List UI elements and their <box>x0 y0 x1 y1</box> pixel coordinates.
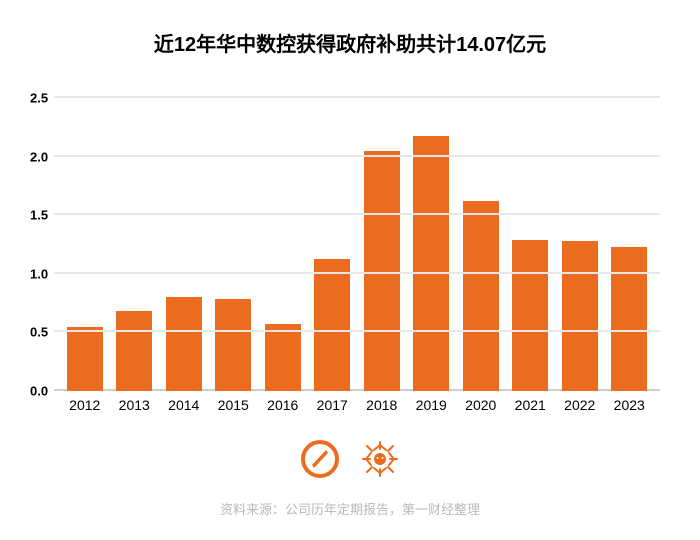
y-tick-label: 1.5 <box>30 208 54 223</box>
yicai-logo-icon <box>300 439 340 484</box>
bar <box>512 240 548 391</box>
x-tick-label: 2018 <box>357 391 407 415</box>
y-gridline <box>54 330 660 332</box>
y-gridline <box>54 272 660 274</box>
x-tick-label: 2021 <box>506 391 556 415</box>
bar-chart: 2012201320142015201620172018201920202021… <box>30 75 670 415</box>
y-tick-label: 2.5 <box>30 91 54 106</box>
lion-logo-icon <box>360 439 400 484</box>
y-gridline <box>54 213 660 215</box>
bar-slot <box>555 75 605 391</box>
bar <box>562 241 598 391</box>
x-tick-label: 2023 <box>605 391 655 415</box>
bar-slot <box>456 75 506 391</box>
bars-container <box>54 75 660 391</box>
bar-slot <box>258 75 308 391</box>
bar <box>413 136 449 391</box>
x-tick-label: 2020 <box>456 391 506 415</box>
bar <box>611 247 647 391</box>
x-tick-label: 2014 <box>159 391 209 415</box>
bar <box>166 297 202 391</box>
x-axis-labels: 2012201320142015201620172018201920202021… <box>54 391 660 415</box>
bar-slot <box>209 75 259 391</box>
bar <box>314 259 350 391</box>
bar-slot <box>159 75 209 391</box>
bar-slot <box>308 75 358 391</box>
x-tick-label: 2015 <box>209 391 259 415</box>
y-gridline <box>54 96 660 98</box>
x-tick-label: 2016 <box>258 391 308 415</box>
x-tick-label: 2012 <box>60 391 110 415</box>
bar-slot <box>407 75 457 391</box>
y-tick-label: 2.0 <box>30 149 54 164</box>
x-tick-label: 2022 <box>555 391 605 415</box>
bar <box>215 299 251 391</box>
y-tick-label: 1.0 <box>30 266 54 281</box>
footer-logos <box>0 439 700 484</box>
plot-area <box>54 75 660 391</box>
x-tick-label: 2017 <box>308 391 358 415</box>
y-tick-label: 0.0 <box>30 384 54 399</box>
bar-slot <box>60 75 110 391</box>
bar <box>116 311 152 391</box>
bar-slot <box>506 75 556 391</box>
chart-title: 近12年华中数控获得政府补助共计14.07亿元 <box>0 0 700 75</box>
x-tick-label: 2013 <box>110 391 160 415</box>
footer-source: 资料来源：公司历年定期报告，第一财经整理 <box>0 499 700 518</box>
x-tick-label: 2019 <box>407 391 457 415</box>
bar-slot <box>110 75 160 391</box>
bar-slot <box>605 75 655 391</box>
bar <box>463 201 499 391</box>
y-gridline <box>54 155 660 157</box>
bar <box>67 327 103 391</box>
bar <box>265 324 301 391</box>
bar-slot <box>357 75 407 391</box>
y-tick-label: 0.5 <box>30 325 54 340</box>
